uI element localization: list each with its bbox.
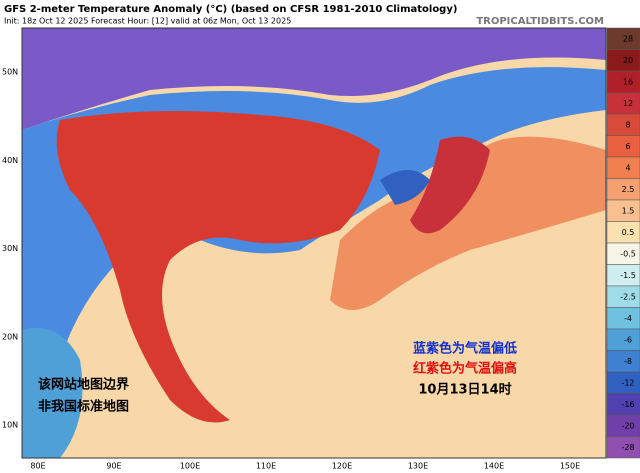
disclaimer: 非我国标准地图 [38,399,129,415]
colorbar-label: -2.5 [620,292,636,301]
colorbar-label: -1.5 [620,271,636,280]
colorbar-label: 0.5 [622,228,635,237]
lat-label: 30N [2,244,18,253]
colorbar-label: -16 [621,400,634,409]
colorbar-swatch [606,113,640,136]
colorbar-label: 8 [625,120,630,129]
cold-north [22,28,606,130]
colorbar-label: 1.5 [622,206,635,215]
colorbar-label: 12 [623,99,633,108]
colorbar-label: 2.5 [622,185,635,194]
colorbar-swatch [606,436,640,459]
colorbar-label: -6 [624,335,632,344]
lon-label: 150E [560,462,580,471]
map-area [21,27,607,459]
colorbar-label: -12 [621,378,634,387]
lon-label: 100E [180,462,200,471]
colorbar-label: 4 [625,163,630,172]
colorbar-label: 20 [623,56,633,65]
map-frame [21,27,607,459]
colorbar-label: 16 [623,77,633,86]
title: GFS 2-meter Temperature Anomaly (°C) (ba… [4,4,457,15]
lon-label: 120E [332,462,352,471]
colorbar-label: -4 [624,314,632,323]
warm-east [330,136,606,310]
colorbar-label: -28 [621,443,634,452]
annotation-cold: 蓝紫色为气温偏低 [413,341,517,357]
lat-label: 40N [2,156,18,165]
cold-korea [380,170,430,205]
colorbar-label: 28 [623,34,633,43]
site-name: TROPICALTIDBITS.COM [476,16,604,27]
warm-japan [410,136,490,234]
annotation-time: 10月13日14时 [418,382,511,398]
lon-label: 90E [106,462,121,471]
lon-label: 140E [484,462,504,471]
lat-label: 50N [2,68,18,77]
lon-label: 80E [30,462,45,471]
disclaimer: 该网站地图边界 [38,377,129,393]
colorbar-label: -0.5 [620,249,636,258]
annotation-warm: 红紫色为气温偏高 [413,361,517,377]
warm-china [56,111,381,423]
lat-label: 10N [2,421,18,430]
colorbar-label: 6 [625,142,630,151]
lat-label: 20N [2,332,18,341]
cold-southwest [22,328,83,458]
lon-label: 110E [256,462,276,471]
colorbar-label: -20 [621,421,634,430]
lon-label: 130E [408,462,428,471]
subtitle: Init: 18z Oct 12 2025 Forecast Hour: [12… [4,17,291,26]
colorbar-swatch [606,156,640,179]
colorbar-swatch [606,135,640,158]
colorbar-label: -8 [624,357,632,366]
